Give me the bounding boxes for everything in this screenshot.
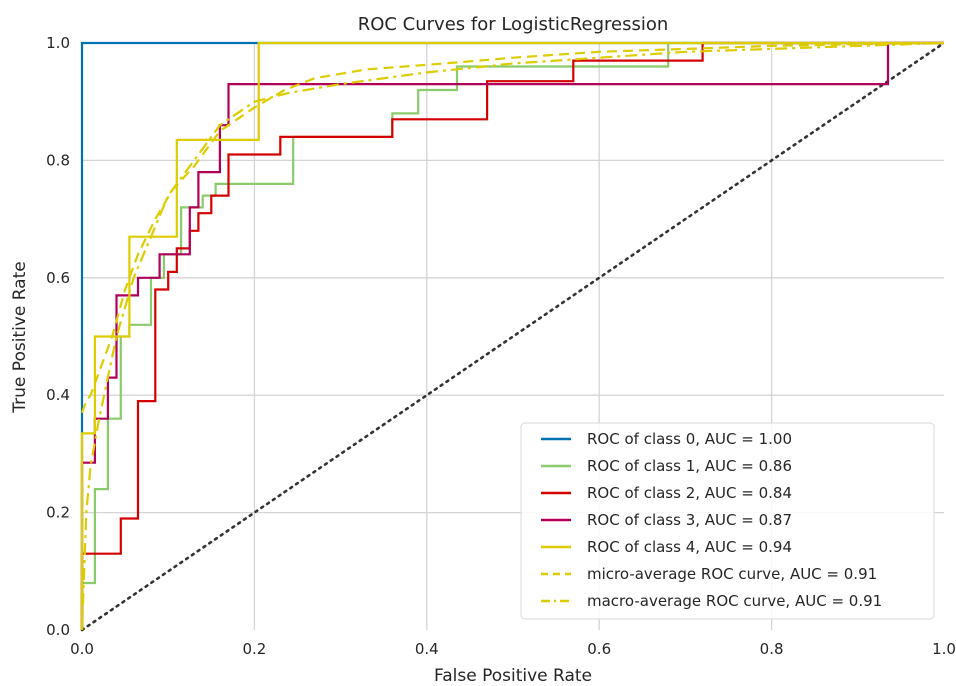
legend-label-6: macro-average ROC curve, AUC = 0.91: [587, 592, 882, 610]
x-tick-label: 0.8: [760, 640, 784, 658]
x-tick-label: 1.0: [932, 640, 956, 658]
legend-label-0: ROC of class 0, AUC = 1.00: [587, 430, 792, 448]
series-line-5: [80, 41, 945, 414]
x-tick-label: 0.6: [587, 640, 611, 658]
series-line-3: [80, 41, 944, 630]
chart-title: ROC Curves for LogisticRegression: [358, 14, 669, 35]
y-tick-label: 0.0: [46, 621, 70, 639]
x-tick-label: 0.4: [415, 640, 439, 658]
y-tick-label: 0.2: [46, 504, 70, 522]
legend-label-3: ROC of class 3, AUC = 0.87: [587, 511, 792, 529]
legend-label-2: ROC of class 2, AUC = 0.84: [587, 484, 792, 502]
legend: ROC of class 0, AUC = 1.00 ROC of class 1…: [520, 422, 935, 620]
y-tick-label: 0.4: [46, 386, 70, 404]
y-axis-label: True Positive Rate: [10, 261, 30, 413]
tick-labels: 0.0 0.2 0.4 0.6 0.8 1.0 0.0 0.2 0.4 0.6 0.8 1.0: [46, 34, 956, 658]
legend-label-5: micro-average ROC curve, AUC = 0.91: [587, 565, 877, 583]
diagonal-layer: [80, 41, 946, 632]
x-axis-label: False Positive Rate: [434, 666, 592, 686]
y-tick-label: 0.8: [46, 151, 70, 169]
diagonal-reference-line: [80, 41, 946, 632]
series-line-2: [80, 41, 944, 630]
legend-box: [520, 422, 935, 620]
legend-label-4: ROC of class 4, AUC = 0.94: [587, 538, 792, 556]
y-tick-label: 1.0: [46, 34, 70, 52]
series-line-6: [80, 41, 945, 631]
x-tick-label: 0.0: [70, 640, 94, 658]
series-line-4: [80, 41, 944, 630]
series-layer: [80, 41, 945, 631]
x-tick-label: 0.2: [242, 640, 266, 658]
legend-label-1: ROC of class 1, AUC = 0.86: [587, 457, 792, 475]
y-tick-label: 0.6: [46, 269, 70, 287]
